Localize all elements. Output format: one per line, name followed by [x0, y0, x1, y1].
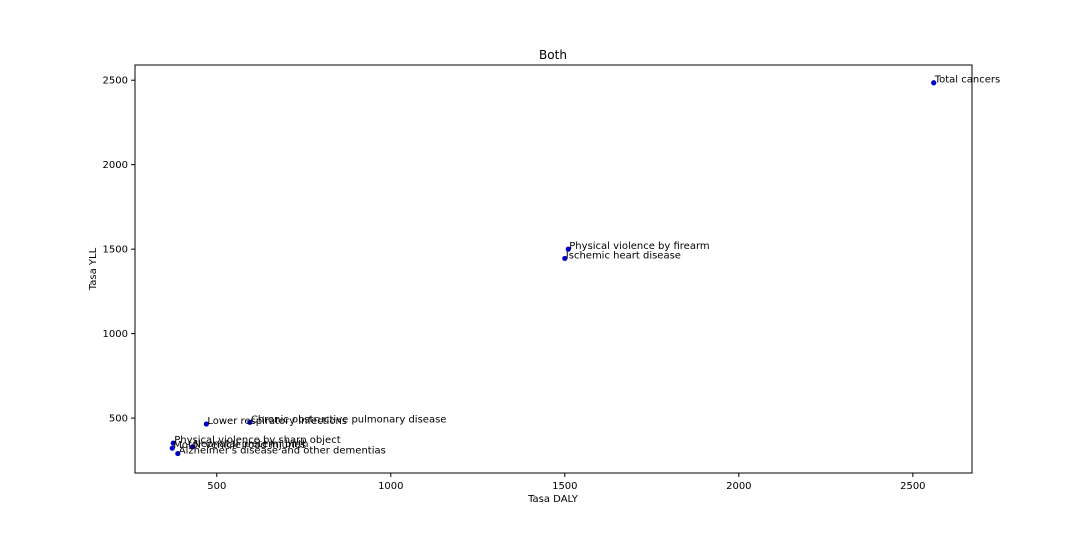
plot-frame [134, 64, 973, 474]
scatter-point [203, 421, 209, 427]
point-label: Total cancers [934, 75, 1000, 86]
scatter-point [247, 419, 253, 425]
point-label: Alzheimer's disease and other dementias [179, 446, 386, 457]
x-axis-label: Tasa DALY [527, 494, 579, 505]
scatter-point [175, 450, 181, 457]
scatter-point [931, 80, 937, 86]
y-tick-label: 500 [109, 414, 128, 425]
point-label: Neonatal preterm birth [193, 439, 308, 450]
point-label: Chronic obstructive pulmonary disease [251, 414, 447, 425]
data-points: Total cancers Physical violence by firear… [169, 75, 1000, 457]
x-axis-ticks: 500 1000 1500 2000 2500 [207, 473, 926, 492]
x-tick-label: 2000 [726, 481, 751, 492]
x-tick-label: 500 [207, 481, 226, 492]
y-tick-label: 1000 [103, 329, 128, 340]
x-tick-label: 2500 [900, 481, 925, 492]
scatter-point [565, 246, 571, 252]
y-tick-label: 2000 [103, 160, 128, 171]
chart-title: Both [539, 48, 567, 62]
y-tick-label: 1500 [103, 245, 128, 256]
x-tick-label: 1500 [552, 481, 577, 492]
scatter-point [170, 440, 176, 446]
point-label: Motor vehicle road injuries [173, 440, 306, 451]
scatter-point [562, 255, 568, 262]
y-axis-ticks: 500 1000 1500 2000 2500 [103, 76, 135, 425]
scatter-point [189, 444, 196, 450]
point-label: Physical violence by firearm [569, 241, 709, 252]
x-tick-label: 1000 [378, 481, 403, 492]
scatter-point [169, 445, 175, 451]
y-tick-label: 2500 [103, 76, 128, 87]
y-axis-label: Tasa YLL [88, 247, 99, 291]
point-label: Physical violence by sharp object [174, 435, 340, 446]
point-label: Ischemic heart disease [566, 250, 681, 261]
point-label: Lower respiratory infections [207, 416, 347, 427]
